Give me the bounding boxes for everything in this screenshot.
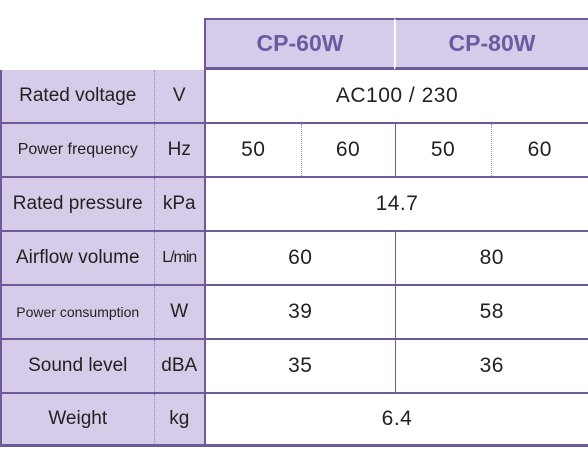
cell-value: 60: [300, 123, 395, 178]
cell-value: 14.7: [205, 177, 588, 232]
row-label: Rated voltage: [0, 70, 155, 124]
model-header-cp60w: CP-60W: [204, 18, 394, 70]
row-unit: W: [154, 285, 206, 340]
row-unit: kPa: [154, 177, 206, 232]
cell-value: 35: [205, 339, 395, 394]
cell-value: 80: [394, 231, 588, 286]
table-row: Weight kg 6.4: [0, 393, 588, 447]
table-row: Airflow volume L/min 60 80: [0, 231, 588, 286]
table-row: Power consumption W 39 58: [0, 285, 588, 340]
table-row: Power frequency Hz 50 60 50 60: [0, 123, 588, 178]
table-row: Rated pressure kPa 14.7: [0, 177, 588, 232]
row-label: Sound level: [0, 339, 155, 394]
row-label: Power frequency: [0, 123, 155, 178]
row-label: Power consumption: [0, 285, 155, 340]
row-unit: Hz: [154, 123, 206, 178]
row-label: Weight: [0, 393, 155, 447]
row-unit: kg: [154, 393, 206, 447]
cell-value: 36: [394, 339, 588, 394]
table-row: Sound level dBA 35 36: [0, 339, 588, 394]
table-row: Rated voltage V AC100 / 230: [0, 70, 588, 124]
row-unit: V: [154, 70, 206, 124]
row-label: Rated pressure: [0, 177, 155, 232]
cell-value: 60: [490, 123, 588, 178]
row-unit: L/min: [154, 231, 206, 286]
spec-table: Rated voltage V AC100 / 230 Power freque…: [0, 70, 588, 447]
cell-value: 6.4: [205, 393, 588, 447]
cell-value: 58: [394, 285, 588, 340]
cell-value: 50: [394, 123, 491, 178]
cell-value: 60: [205, 231, 395, 286]
row-unit: dBA: [154, 339, 206, 394]
cell-value: AC100 / 230: [205, 70, 588, 124]
cell-value: 39: [205, 285, 395, 340]
cell-value: 50: [205, 123, 301, 178]
row-label: Airflow volume: [0, 231, 155, 286]
model-header-cp80w: CP-80W: [394, 18, 588, 70]
